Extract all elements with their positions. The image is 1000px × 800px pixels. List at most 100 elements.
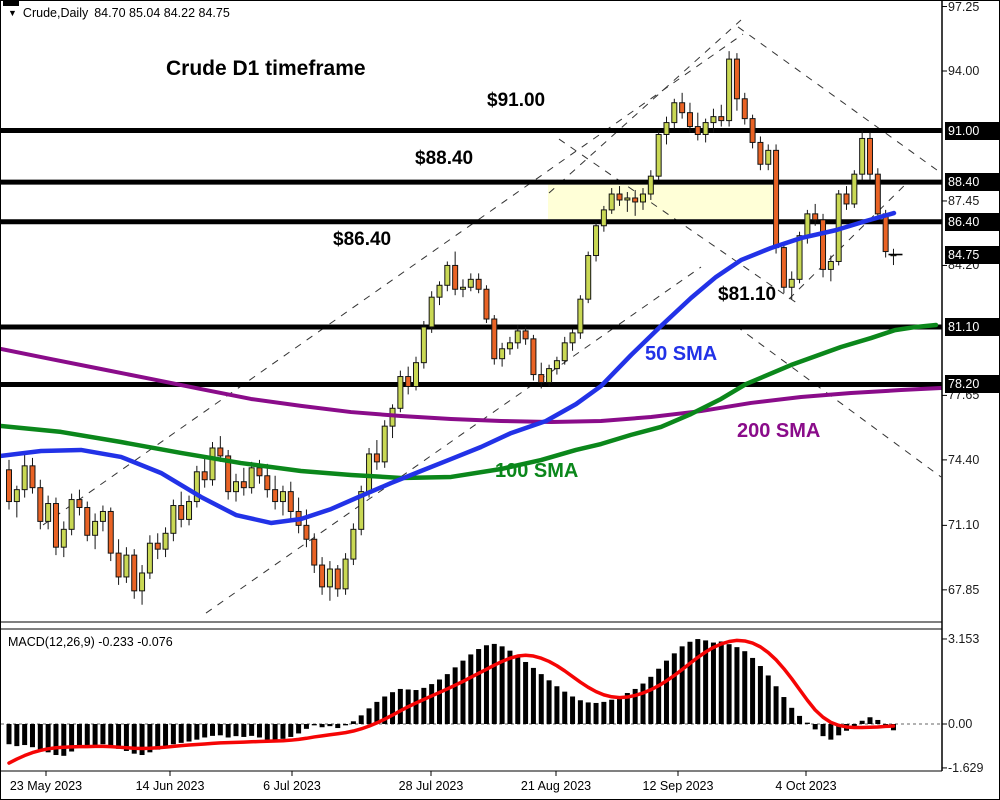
candle-body-bear [319,564,326,588]
macd-bar [695,639,701,724]
candle [553,356,560,375]
candle [632,190,639,216]
dashed-trendline-6 [735,325,942,478]
macd-bar [750,657,756,724]
candle-body-bull [859,137,866,175]
candle-body-bear [6,469,12,503]
macd-bar [397,688,403,724]
candle-body-bear [115,552,122,578]
macd-bar [147,724,153,753]
macd-bar [178,724,184,743]
candle [593,221,600,262]
macd-bar [601,701,607,724]
candle [99,505,106,532]
candle [154,533,161,560]
macd-bar [734,647,740,724]
candle [186,495,193,526]
candle-body-bull [428,296,435,328]
candle [162,527,169,558]
macd-bar [327,724,333,727]
candle [373,440,380,470]
price-gridline-label: 71.10 [948,518,980,533]
candle [866,132,873,181]
candle [600,205,607,232]
candle-body-bull [553,360,560,370]
macd-bar [280,724,286,739]
date-label: 6 Jul 2023 [263,779,321,793]
macd-bar [820,724,826,737]
macd-bar [84,724,90,747]
macd-bar [374,701,380,724]
candle-body-bear [154,542,161,550]
candle [788,271,795,300]
candle-body-bull [413,362,420,387]
macd-bar [37,724,43,750]
macd-bar [577,700,583,724]
candle-body-bull [608,193,615,211]
candle [773,144,780,254]
candle [820,213,827,278]
dashed-trendline-3 [548,19,742,194]
macd-bar [867,717,873,724]
candle [193,465,200,508]
macd-bar [311,724,317,726]
candle [546,364,553,387]
candle [84,501,91,542]
macd-bar [413,690,419,724]
candle-body-bear [538,374,545,384]
candle [131,549,138,599]
candle-body-bear [882,213,889,253]
candle-body-bear [874,173,881,215]
macd-bar [742,651,748,724]
macd-bar [288,724,294,737]
candle-body-bear [741,98,748,120]
candle-body-bull [593,225,600,257]
macd-bar [303,724,309,729]
macd-bar [444,674,450,724]
candle [827,255,834,282]
macd-bar [429,684,435,724]
candle-body-bear [733,58,740,100]
candle-body-bear [84,507,91,536]
candle-body-bear [272,489,279,503]
macd-axis-label: 0.00 [948,717,973,731]
macd-bar [875,719,881,724]
macd-bar [249,724,255,736]
date-label: 12 Sep 2023 [642,779,714,793]
candle-body-bull [788,278,795,288]
macd-bar [765,675,771,724]
macd-bar [350,721,356,724]
candle-body-bull [640,193,647,203]
candle [178,491,185,528]
macd-bar [663,660,669,724]
candle [499,342,506,367]
candle-body-bull [193,471,200,503]
macd-bar [139,724,145,756]
candle [115,539,122,585]
candle [37,479,44,530]
candle-body-bull [827,260,834,270]
candle-body-bear [452,264,459,290]
candle-body-bear [256,467,263,477]
sma200-line [1,346,942,424]
symbol-dropdown-icon[interactable]: ▼ [8,8,17,18]
macd-bar [390,692,396,724]
candle-body-bull [467,278,474,288]
candle [405,366,412,395]
macd-bar [233,724,239,737]
candle [843,186,850,210]
candle [248,461,255,494]
macd-bar [789,707,795,724]
candle [538,362,545,389]
candle-body-bull [170,505,177,534]
candle-body-bull [577,298,584,334]
macd-bar [217,724,223,736]
candle-body-bull [726,58,733,122]
macd-bar [585,702,591,724]
macd-bar [609,699,615,724]
level-annotation-88: $88.40 [415,148,474,169]
macd-bar [186,724,192,742]
macd-bar [710,642,716,724]
